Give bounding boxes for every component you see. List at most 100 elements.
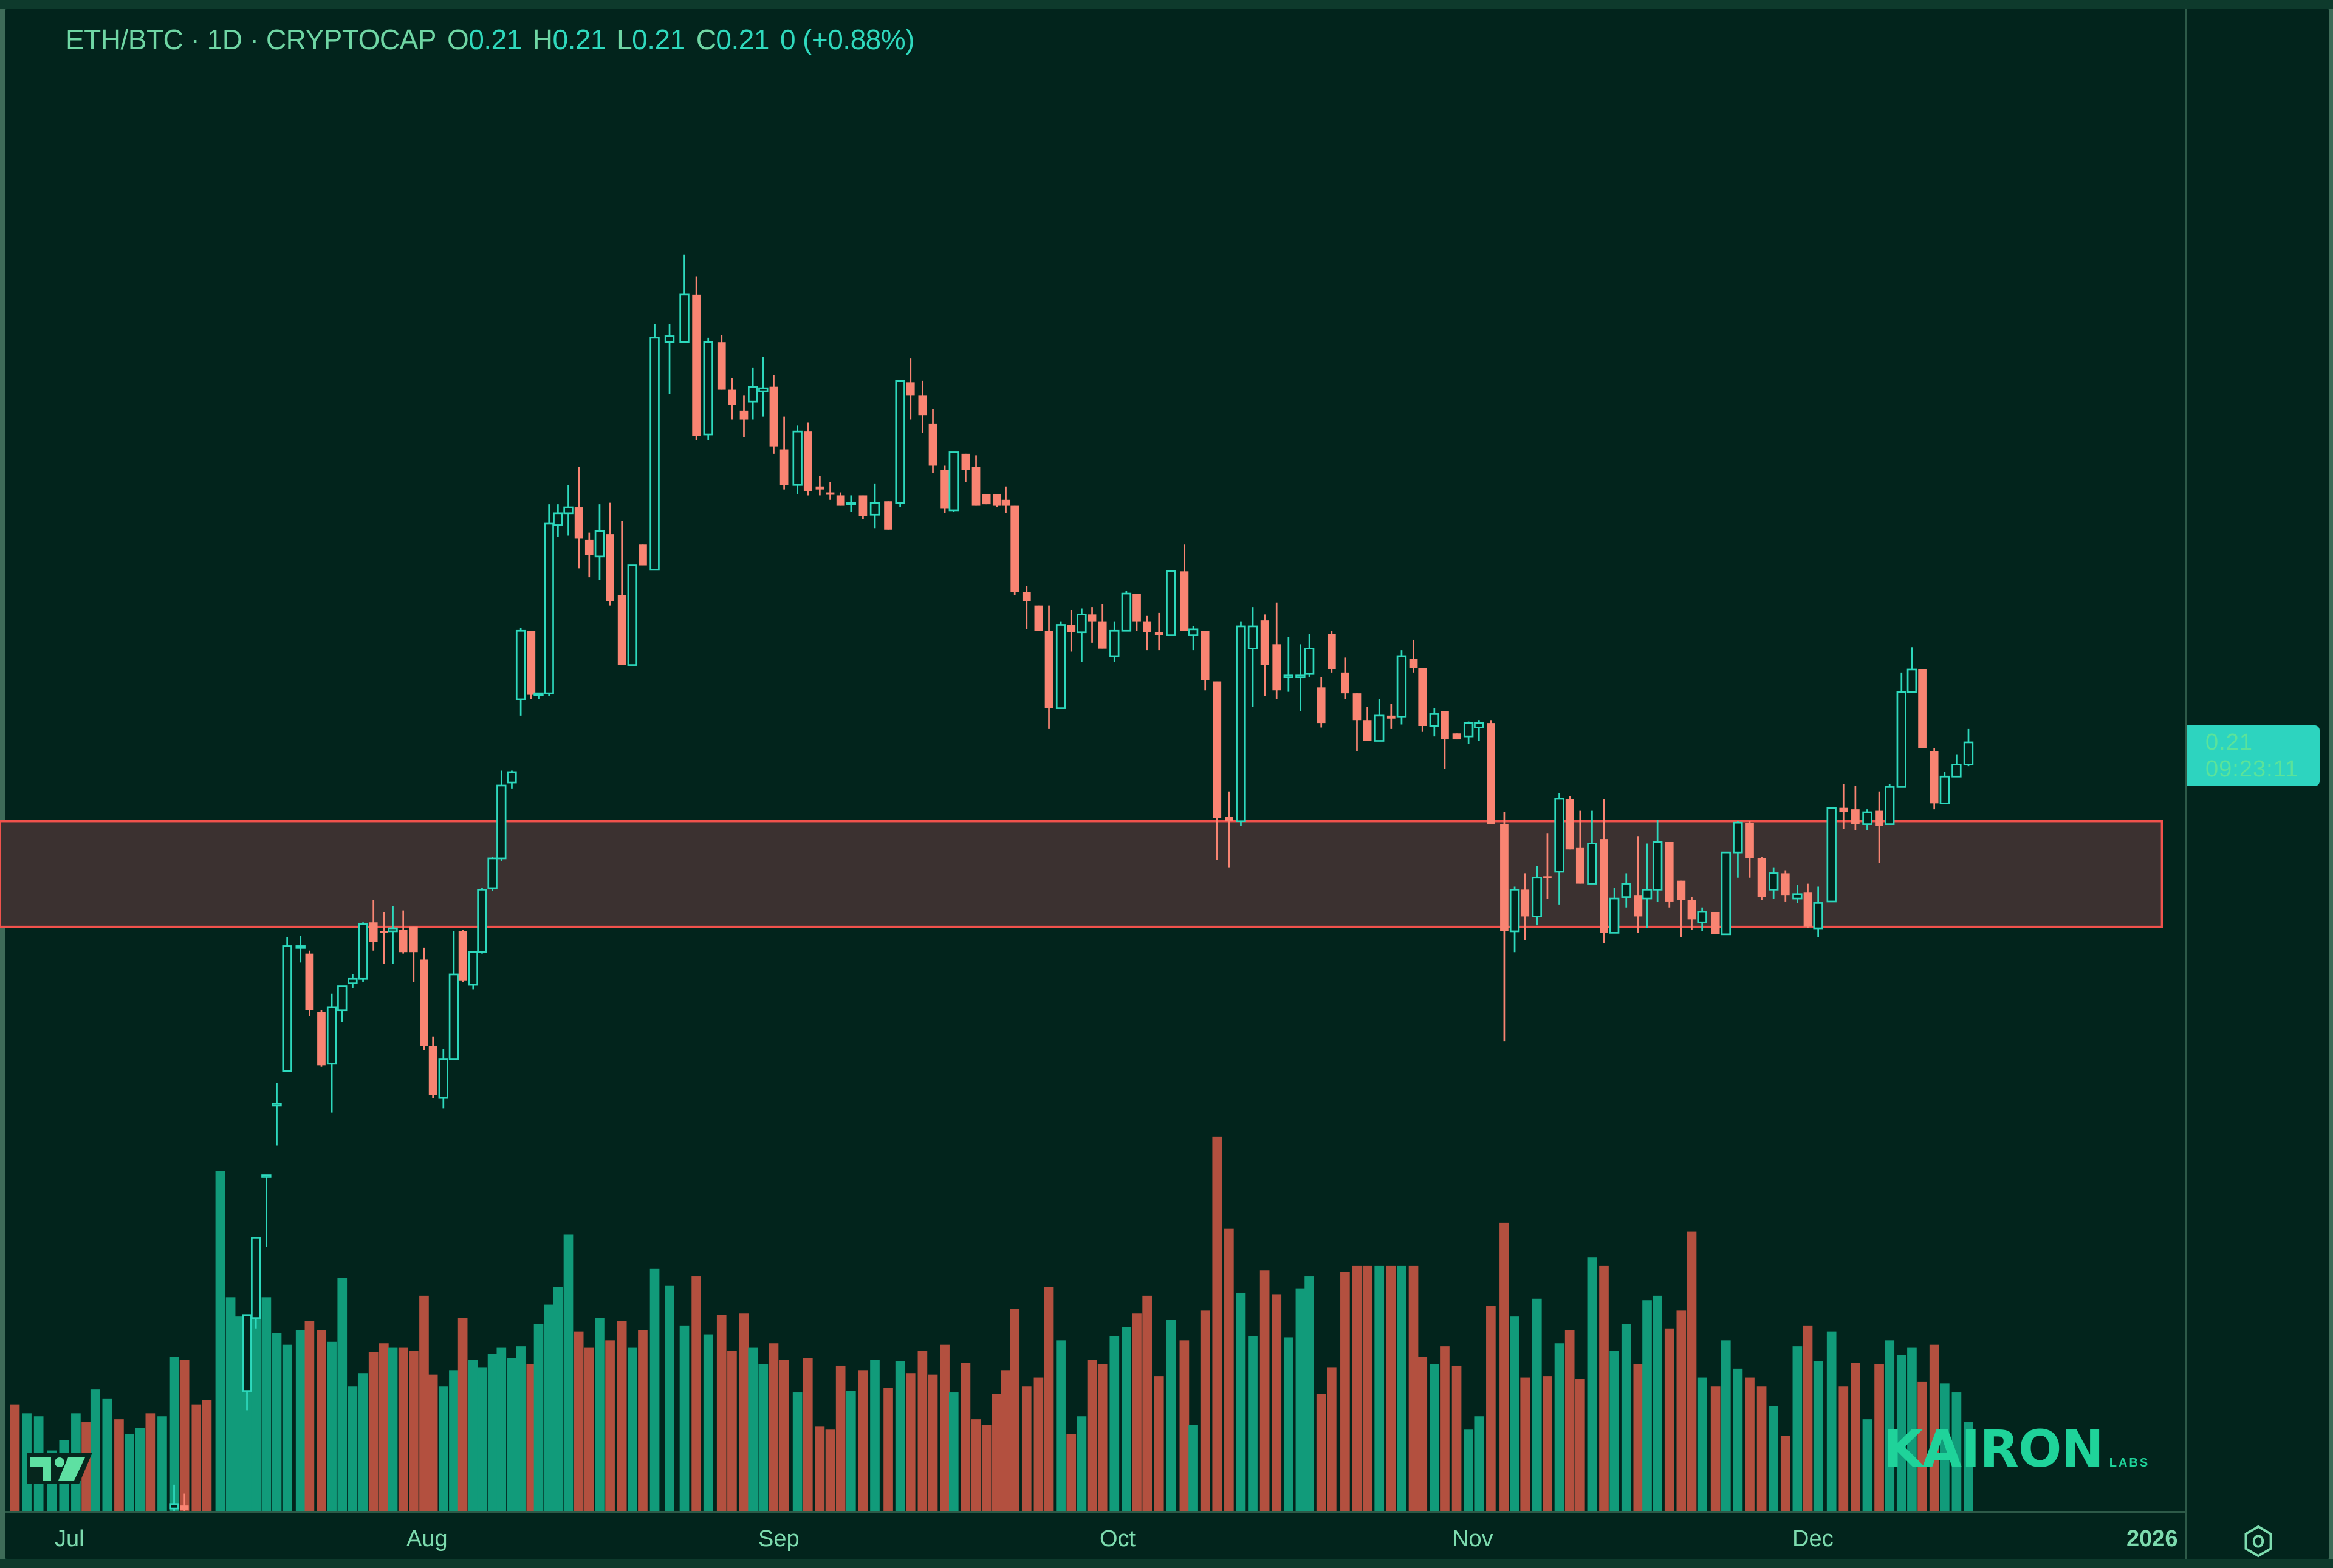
- candle-body: [420, 959, 428, 1046]
- volume-bar: [251, 1297, 261, 1512]
- volume-bar: [1803, 1325, 1813, 1512]
- settings-hexagon-icon[interactable]: [2241, 1524, 2276, 1559]
- volume-bar: [1769, 1406, 1779, 1512]
- candle-body: [1951, 764, 1962, 778]
- time-axis-label-sep: Sep: [758, 1526, 800, 1552]
- volume-bar: [1077, 1416, 1087, 1512]
- watermark-sub: LABS: [2109, 1456, 2150, 1470]
- open-label: O: [447, 24, 469, 55]
- candle-body: [1283, 674, 1294, 679]
- volume-bar: [215, 1171, 225, 1512]
- volume-bar: [145, 1413, 156, 1512]
- price-candles: [169, 254, 1974, 1512]
- volume-bar: [135, 1428, 145, 1512]
- volume-bar: [1874, 1364, 1884, 1512]
- candle-body: [1304, 648, 1315, 675]
- volume-bar: [398, 1347, 408, 1512]
- volume-bar: [1362, 1265, 1372, 1512]
- volume-bar: [1756, 1386, 1767, 1512]
- candle-body: [1711, 912, 1720, 934]
- volume-bar: [1543, 1376, 1552, 1512]
- volume-bar: [1397, 1265, 1406, 1512]
- open-value: 0.21: [468, 24, 522, 55]
- volume-bar: [261, 1297, 272, 1512]
- volume-bar: [368, 1352, 379, 1512]
- candle-body: [1386, 715, 1396, 719]
- volume-bar: [1792, 1346, 1803, 1512]
- candle-body: [295, 945, 306, 949]
- candle-body: [348, 977, 358, 984]
- volume-bar: [1653, 1295, 1663, 1512]
- volume-bar: [1733, 1368, 1743, 1512]
- candle-body: [544, 522, 554, 694]
- candle-body: [1260, 620, 1269, 665]
- candle-body: [1452, 733, 1461, 740]
- candle-body: [1201, 631, 1210, 680]
- candle-body: [895, 380, 905, 504]
- candle-body: [1247, 625, 1258, 650]
- candle-body: [326, 1006, 337, 1065]
- candle-body: [1575, 847, 1584, 884]
- candle-body: [739, 410, 749, 420]
- candle-body: [1463, 722, 1474, 738]
- symbol-legend[interactable]: ETH/BTC · 1D · CRYPTOCAP O0.21 H0.21 L0.21 C…: [66, 23, 914, 56]
- volume-bar: [449, 1370, 459, 1512]
- candle-body: [1225, 817, 1233, 821]
- volume-bar: [457, 1318, 468, 1512]
- volume-bar: [114, 1419, 124, 1512]
- volume-bar: [1021, 1386, 1032, 1512]
- candle-body: [1634, 895, 1643, 917]
- volume-bar: [1132, 1313, 1142, 1512]
- volume-bar: [1532, 1298, 1542, 1512]
- candle-body: [836, 495, 845, 506]
- candle-body: [1896, 691, 1906, 788]
- exchange-label: CRYPTOCAP: [266, 24, 437, 55]
- volume-bars: [10, 1136, 1973, 1512]
- separator: ·: [183, 24, 207, 55]
- volume-bar: [544, 1304, 554, 1512]
- volume-bar: [282, 1344, 292, 1512]
- candle-body: [1792, 893, 1803, 900]
- resistance-zone-rectangle[interactable]: [0, 820, 2163, 928]
- window-top-strip: [0, 0, 2333, 9]
- volume-bar: [1520, 1377, 1530, 1512]
- volume-bar: [1224, 1228, 1234, 1512]
- price-axis-divider[interactable]: [2185, 9, 2187, 1559]
- volume-bar: [1295, 1288, 1306, 1512]
- volume-bar: [1929, 1344, 1939, 1512]
- volume-bar: [971, 1419, 981, 1512]
- change-value: 0: [779, 24, 796, 55]
- candle-body: [1055, 624, 1066, 709]
- time-axis-label-oct: Oct: [1100, 1526, 1136, 1552]
- candle-body: [906, 382, 915, 396]
- volume-bar: [563, 1234, 574, 1512]
- volume-bar: [917, 1351, 928, 1512]
- volume-bar: [940, 1344, 950, 1512]
- volume-bar: [1087, 1360, 1097, 1512]
- volume-bar: [1642, 1300, 1652, 1512]
- candle-body: [428, 1046, 437, 1095]
- symbol-name[interactable]: ETH/BTC: [66, 24, 183, 55]
- candle-body: [1154, 632, 1163, 635]
- candle-body: [317, 1012, 326, 1066]
- volume-bar: [10, 1404, 20, 1512]
- volume-bar: [1122, 1327, 1131, 1512]
- volume-bar: [157, 1416, 167, 1512]
- candle-body: [1098, 621, 1107, 649]
- candle-body: [1077, 613, 1087, 634]
- candle-body: [717, 342, 726, 390]
- candle-body: [388, 927, 398, 933]
- volume-bar: [1474, 1416, 1484, 1512]
- candle-body: [992, 493, 1001, 506]
- interval-label[interactable]: 1D: [207, 24, 242, 55]
- volume-bar: [1283, 1337, 1293, 1512]
- volume-bar: [739, 1313, 749, 1512]
- candle-body: [1272, 644, 1281, 691]
- volume-bar: [408, 1351, 419, 1512]
- candle-body: [1851, 809, 1860, 824]
- volume-bar: [1697, 1377, 1707, 1512]
- tradingview-logo-icon[interactable]: [24, 1449, 95, 1487]
- volume-bar: [1212, 1136, 1222, 1512]
- volume-bar: [1599, 1265, 1609, 1512]
